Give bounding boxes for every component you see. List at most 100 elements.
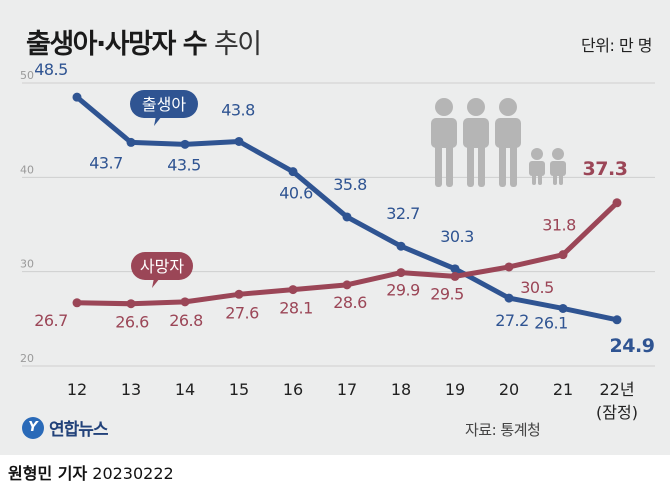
series-name: 사망자 bbox=[140, 257, 184, 276]
y-tick-label: 50 bbox=[20, 69, 34, 82]
data-label: 29.5 bbox=[430, 284, 464, 303]
data-label: 26.7 bbox=[34, 311, 68, 330]
data-point bbox=[72, 298, 82, 308]
data-label: 35.8 bbox=[333, 175, 367, 194]
data-point bbox=[126, 137, 136, 147]
data-point bbox=[342, 212, 352, 222]
logo: Y 연합뉴스 bbox=[22, 415, 109, 440]
data-point bbox=[612, 198, 622, 208]
data-point bbox=[288, 167, 298, 177]
data-label: 28.1 bbox=[279, 299, 313, 318]
x-tick-label: 12 bbox=[67, 380, 87, 399]
child-leg-icon bbox=[553, 173, 557, 185]
child-head-icon bbox=[552, 148, 564, 160]
person-body-icon bbox=[495, 118, 521, 148]
data-label: 48.5 bbox=[34, 60, 68, 79]
logo-text: 연합뉴스 bbox=[49, 420, 109, 440]
data-point bbox=[612, 315, 622, 325]
child-body-icon bbox=[529, 161, 545, 176]
x-tick-label: 21 bbox=[553, 380, 573, 399]
x-tick-label: 16 bbox=[283, 380, 303, 399]
data-label: 43.5 bbox=[167, 155, 201, 174]
data-point bbox=[558, 303, 568, 313]
callout-pointer bbox=[154, 116, 162, 126]
data-point bbox=[72, 92, 82, 102]
child-leg-icon bbox=[532, 173, 536, 185]
data-label: 43.7 bbox=[89, 153, 123, 172]
person-body-icon bbox=[463, 118, 489, 148]
unit-label: 단위: 만 명 bbox=[581, 36, 652, 55]
data-label: 29.9 bbox=[386, 281, 420, 300]
credit-line: 원형민 기자 20230222 bbox=[8, 460, 174, 484]
child-leg-icon bbox=[559, 173, 563, 185]
title-bold: 출생아·사망자 수 bbox=[26, 29, 208, 60]
person-head-icon bbox=[435, 98, 453, 116]
callout-pointer bbox=[152, 278, 160, 288]
data-point bbox=[342, 280, 352, 290]
child-head-icon bbox=[531, 148, 543, 160]
data-point bbox=[450, 271, 460, 281]
data-label: 26.1 bbox=[534, 313, 568, 332]
reporter-name: 원형민 기자 bbox=[8, 464, 88, 483]
data-label: 37.3 bbox=[583, 158, 628, 180]
data-label: 27.2 bbox=[495, 311, 529, 330]
x-tick-label: 17 bbox=[337, 380, 357, 399]
callout-badge bbox=[131, 252, 193, 280]
data-label: 30.3 bbox=[440, 227, 474, 246]
y-tick-label: 20 bbox=[20, 352, 34, 365]
x-tick-label: 19 bbox=[445, 380, 465, 399]
x-tick-label: 22년 bbox=[599, 380, 634, 399]
data-label: 24.9 bbox=[610, 335, 655, 357]
data-point bbox=[558, 250, 568, 260]
callout-badge bbox=[130, 90, 198, 118]
publish-date: 20230222 bbox=[92, 464, 174, 483]
x-tick-label: 14 bbox=[175, 380, 195, 399]
x-tick-label: 13 bbox=[121, 380, 141, 399]
data-label: 32.7 bbox=[386, 204, 420, 223]
logo-mark-icon: Y bbox=[22, 416, 44, 439]
data-point bbox=[504, 293, 514, 303]
data-label: 30.5 bbox=[520, 278, 554, 297]
legend-callout: 사망자 bbox=[131, 252, 193, 288]
person-leg-icon bbox=[435, 143, 442, 187]
person-leg-icon bbox=[478, 143, 485, 187]
data-point bbox=[288, 285, 298, 295]
person-leg-icon bbox=[446, 143, 453, 187]
title-light: 추이 bbox=[213, 29, 262, 60]
person-head-icon bbox=[499, 98, 517, 116]
x-tick-label: 15 bbox=[229, 380, 249, 399]
data-point bbox=[126, 299, 136, 309]
child-body-icon bbox=[550, 161, 566, 176]
data-label: 40.6 bbox=[279, 184, 313, 203]
series-name: 출생아 bbox=[142, 95, 186, 114]
data-label: 31.8 bbox=[542, 216, 576, 235]
data-point bbox=[234, 136, 244, 146]
person-leg-icon bbox=[499, 143, 506, 187]
line-chart: 20 30 40 50 48.5 43.7 43.5 43.8 40.6 35.8 32.7 30.3… bbox=[20, 60, 655, 422]
x-tick-label: 20 bbox=[499, 380, 519, 399]
data-label: 26.8 bbox=[169, 311, 203, 330]
chart-title: 출생아·사망자 수 추이 bbox=[26, 22, 262, 61]
data-point bbox=[504, 262, 514, 272]
family-icon bbox=[431, 98, 566, 187]
person-leg-icon bbox=[467, 143, 474, 187]
data-point bbox=[450, 264, 460, 274]
person-body-icon bbox=[431, 118, 457, 148]
data-point bbox=[396, 241, 406, 251]
data-label: 27.6 bbox=[225, 303, 259, 322]
data-point bbox=[180, 139, 190, 149]
data-label: 26.6 bbox=[115, 313, 149, 332]
y-tick-label: 40 bbox=[20, 163, 34, 176]
child-leg-icon bbox=[538, 173, 542, 185]
y-tick-label: 30 bbox=[20, 258, 34, 271]
chart-panel bbox=[0, 0, 670, 455]
data-point bbox=[180, 297, 190, 307]
person-leg-icon bbox=[510, 143, 517, 187]
x-tick-label: 18 bbox=[391, 380, 411, 399]
data-label: 43.8 bbox=[221, 100, 255, 119]
data-label: 28.6 bbox=[333, 293, 367, 312]
source-label: 자료: 통계청 bbox=[465, 421, 541, 439]
data-point bbox=[234, 289, 244, 299]
legend-callout: 출생아 bbox=[130, 90, 198, 126]
x-tick-note: (잠정) bbox=[596, 403, 638, 422]
